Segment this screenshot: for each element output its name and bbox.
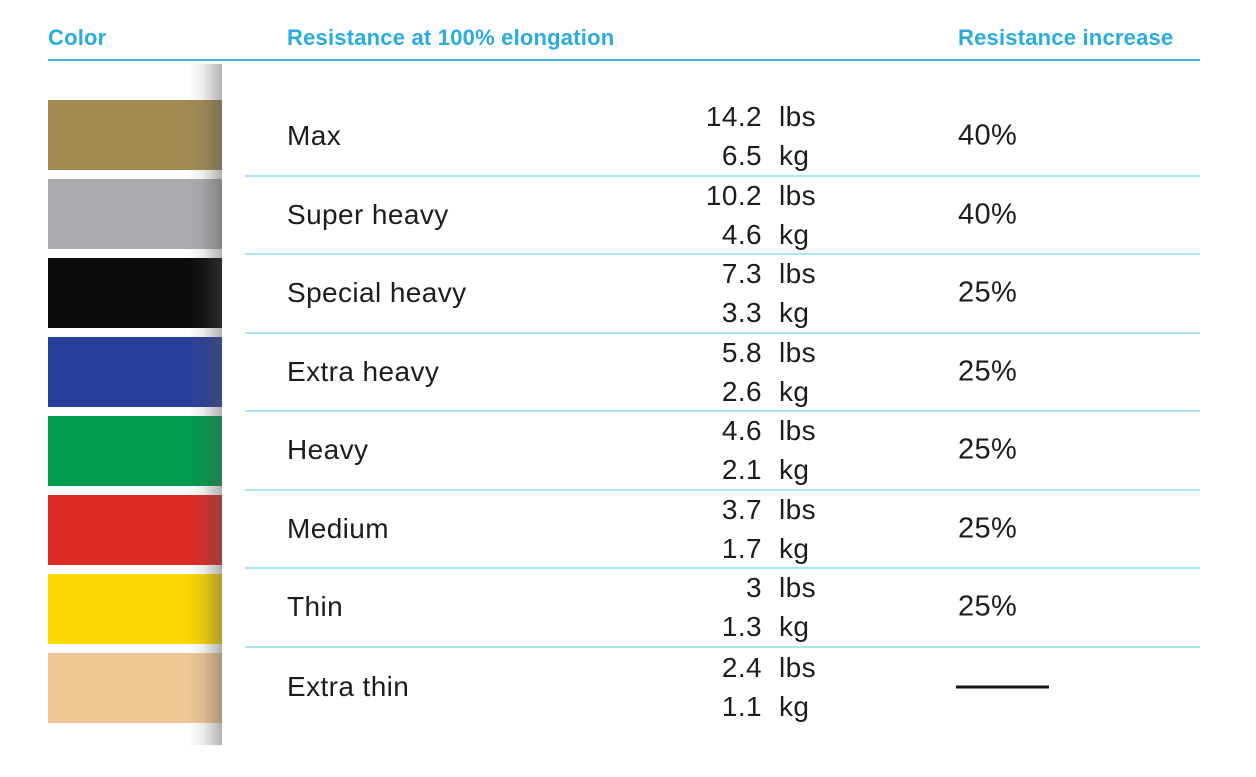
kg-unit: kg [779,454,810,486]
kg-value: 4.6 [721,218,762,250]
lbs-unit: lbs [779,572,816,604]
color-swatch-strip [48,64,222,745]
kg-unit: kg [779,218,810,250]
swatch-silver [48,179,222,249]
lbs-unit: lbs [779,179,816,211]
resistance-increase: 25% [958,433,1018,466]
resistance-increase: 25% [958,512,1018,545]
table-row: Super heavy 10.2 lbs 4.6 kg 40% [245,176,1200,255]
header-underline [48,59,1200,61]
table-row: Thin 3 lbs 1.3 kg 25% [245,569,1200,648]
lbs-unit: lbs [779,336,816,368]
kg-unit: kg [779,532,810,564]
table-row: Extra thin 2.4 lbs 1.1 kg [245,648,1200,727]
lbs-value: 14.2 [705,100,762,132]
lbs-unit: lbs [779,258,816,290]
table-row: Special heavy 7.3 lbs 3.3 kg 25% [245,255,1200,334]
swatch-black [48,258,222,328]
row-label: Special heavy [287,277,467,309]
row-label: Max [287,119,342,151]
table-rows: Max 14.2 lbs 6.5 kg 40% Super heavy 10.2 lb… [245,61,1200,726]
lbs-value: 3.7 [721,493,762,525]
swatch-green [48,416,222,486]
swatch-yellow [48,574,222,644]
kg-value: 6.5 [721,139,762,171]
row-label: Extra heavy [287,355,440,387]
row-values: 3 lbs 1.3 kg [680,568,900,646]
row-values: 4.6 lbs 2.1 kg [680,411,900,489]
row-values: 5.8 lbs 2.6 kg [680,333,900,411]
table-row: Medium 3.7 lbs 1.7 kg 25% [245,490,1200,569]
row-label: Super heavy [287,198,449,230]
row-values: 14.2 lbs 6.5 kg [680,97,900,175]
lbs-unit: lbs [779,100,816,132]
column-header-color: Color [48,25,107,50]
row-values: 7.3 lbs 3.3 kg [680,254,900,332]
row-label: Medium [287,512,389,544]
lbs-value: 10.2 [705,179,762,211]
lbs-unit: lbs [779,493,816,525]
lbs-value: 4.6 [721,415,762,447]
kg-unit: kg [779,375,810,407]
kg-value: 1.1 [721,690,762,722]
resistance-increase: 25% [958,590,1018,623]
kg-value: 1.7 [721,532,762,564]
table-row: Extra heavy 5.8 lbs 2.6 kg 25% [245,333,1200,412]
column-header-increase: Resistance increase [958,25,1174,50]
kg-unit: kg [779,690,810,722]
resistance-increase: 25% [958,355,1018,388]
row-values: 3.7 lbs 1.7 kg [680,490,900,568]
swatch-red [48,495,222,565]
row-values: 2.4 lbs 1.1 kg [680,648,900,726]
column-header-resistance: Resistance at 100% elongation [287,25,615,50]
resistance-increase: 40% [958,119,1018,152]
no-increase-dash [956,685,1049,689]
table-row: Heavy 4.6 lbs 2.1 kg 25% [245,412,1200,491]
lbs-value: 2.4 [721,651,762,683]
resistance-increase: 25% [958,276,1018,309]
kg-value: 2.6 [721,375,762,407]
kg-value: 3.3 [721,297,762,329]
kg-unit: kg [779,139,810,171]
table-row: Max 14.2 lbs 6.5 kg 40% [245,61,1200,177]
swatch-blue [48,337,222,407]
lbs-value: 7.3 [721,258,762,290]
resistance-increase: 40% [958,198,1018,231]
lbs-value: 3 [746,572,762,604]
row-values: 10.2 lbs 4.6 kg [680,176,900,254]
row-label: Extra thin [287,670,410,702]
kg-value: 1.3 [721,611,762,643]
kg-value: 2.1 [721,454,762,486]
swatch-gold [48,100,222,170]
kg-unit: kg [779,297,810,329]
lbs-unit: lbs [779,415,816,447]
lbs-value: 5.8 [721,336,762,368]
kg-unit: kg [779,611,810,643]
swatch-beige [48,653,222,723]
row-label: Thin [287,591,344,623]
row-label: Heavy [287,434,369,466]
strip-top-spacer [48,64,222,100]
lbs-unit: lbs [779,651,816,683]
